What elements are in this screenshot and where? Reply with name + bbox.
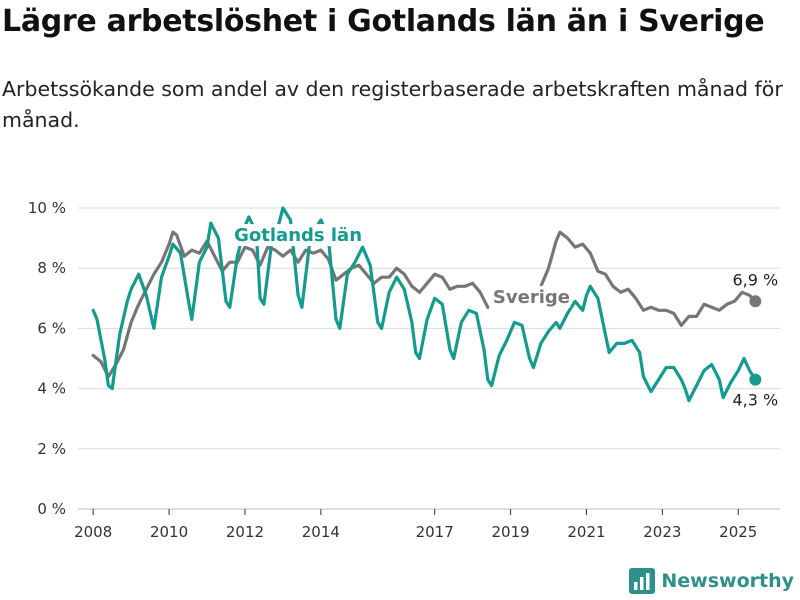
x-tick-label: 2008 (74, 523, 112, 541)
x-tick-label: 2021 (567, 523, 605, 541)
x-tick-label: 2010 (150, 523, 188, 541)
series-label: Gotlands län (234, 225, 362, 246)
x-tick-label: 2023 (643, 523, 681, 541)
x-tick-label: 2019 (491, 523, 529, 541)
brand-logo: Newsworthy (629, 568, 794, 594)
series-label-backdrop (492, 285, 571, 308)
y-tick-label: 6 % (37, 319, 66, 337)
x-tick-label: 2012 (226, 523, 264, 541)
series-label: Sverige (493, 287, 570, 308)
series-line-gotlands-lan (91, 206, 757, 403)
subtitle: Arbetssökande som andel av den registerb… (2, 77, 783, 132)
series-label-backdrop (233, 224, 363, 247)
y-tick-label: 10 % (28, 199, 66, 217)
series-end-label: 4,3 % (732, 391, 778, 410)
y-tick-label: 4 % (37, 380, 66, 398)
series-end-point (749, 373, 762, 386)
y-tick-label: 8 % (37, 259, 66, 277)
x-tick-label: 2017 (416, 523, 454, 541)
x-tick-label: 2014 (302, 523, 340, 541)
y-tick-label: 0 % (37, 500, 66, 518)
page-title: Lägre arbetslöshet i Gotlands län än i S… (2, 4, 765, 39)
bar-chart-logo-icon (629, 568, 656, 594)
y-tick-label: 2 % (37, 440, 66, 458)
brand-name: Newsworthy (661, 570, 794, 592)
series-end-point (749, 295, 762, 308)
series-line-sverige (91, 230, 757, 379)
x-tick-label: 2025 (719, 523, 757, 541)
series-end-label: 6,9 % (732, 270, 778, 289)
